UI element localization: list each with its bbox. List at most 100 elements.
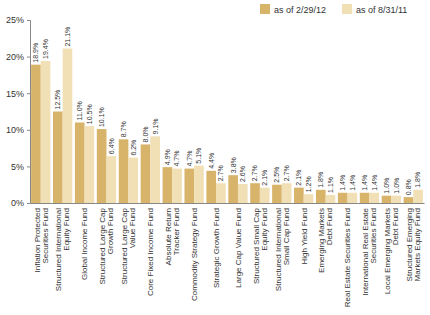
x-tick-label: Commodity Strategy Fund xyxy=(190,208,199,301)
x-tick-label: Emerging MarketsDebt Fund xyxy=(317,208,334,273)
bar xyxy=(216,183,226,203)
data-label: 6.2% xyxy=(130,140,137,156)
bar xyxy=(128,158,138,203)
y-tick-label: 20% xyxy=(6,52,24,62)
bar xyxy=(172,169,182,203)
y-tick: 15% xyxy=(6,89,30,99)
x-tick-label: Global Income Fund xyxy=(80,208,89,280)
x-tick: Structured InternationalSmall Cap Fund xyxy=(274,203,291,291)
bar xyxy=(338,193,348,203)
y-tick-label: 5% xyxy=(11,162,24,172)
data-label: 2.1% xyxy=(295,170,302,186)
data-label: 2.7% xyxy=(251,165,258,181)
bar xyxy=(106,156,116,203)
x-tick: Global Income Fund xyxy=(80,203,89,280)
data-label: 10.5% xyxy=(86,104,93,124)
y-tick-label: 0% xyxy=(11,198,24,208)
y-tick-mark xyxy=(27,93,30,94)
data-label: 18.9% xyxy=(32,43,39,63)
data-label: 12.5% xyxy=(54,90,61,110)
legend-label: as of 8/31/11 xyxy=(356,5,407,15)
x-tick: Emerging MarketsDebt Fund xyxy=(317,203,334,273)
legend-item: as of 8/31/11 xyxy=(342,4,407,15)
data-label: 2.1% xyxy=(261,170,268,186)
bar xyxy=(413,190,423,203)
y-tick: 20% xyxy=(6,52,30,62)
data-label: 4.7% xyxy=(186,151,193,167)
bar xyxy=(184,169,194,203)
bar xyxy=(194,166,204,203)
data-label: 5.1% xyxy=(195,148,202,164)
data-label: 6.4% xyxy=(108,138,115,154)
x-tick: Strategic Growth Fund xyxy=(212,203,221,288)
data-label: 8.7% xyxy=(120,121,127,137)
y-tick-mark xyxy=(27,203,30,204)
x-tick-label: Large Cap Value Fund xyxy=(234,208,243,288)
y-tick: 5% xyxy=(11,162,30,172)
x-tick-label: Absolute ReturnTracker Fund xyxy=(164,208,181,265)
data-label: 1.0% xyxy=(393,178,400,194)
x-tick-label: Real Estate Securities Fund xyxy=(343,208,352,307)
x-tick-label: High Yield Fund xyxy=(299,208,308,264)
x-tick: Structured Large CapGrowth Fund xyxy=(98,203,115,285)
data-label: 2.7% xyxy=(217,165,224,181)
data-label: 1.1% xyxy=(327,177,334,193)
bar xyxy=(382,196,392,203)
bar xyxy=(326,195,336,203)
legend-label: as of 2/29/12 xyxy=(274,5,326,15)
bar xyxy=(250,183,260,203)
legend: as of 2/29/12 as of 8/31/11 xyxy=(260,4,407,15)
bar xyxy=(316,190,326,203)
bar xyxy=(294,188,304,203)
bar xyxy=(63,49,73,203)
y-tick-label: 15% xyxy=(6,89,24,99)
bar xyxy=(391,196,401,203)
bar xyxy=(272,185,282,203)
data-label: 4.9% xyxy=(164,149,171,165)
x-tick-label: Structured InternationalSmall Cap Fund xyxy=(274,208,291,291)
x-tick: High Yield Fund xyxy=(299,203,308,264)
data-label: 1.8% xyxy=(317,172,324,188)
bar xyxy=(360,193,370,203)
data-label: 1.4% xyxy=(349,175,356,191)
data-label: 1.4% xyxy=(371,175,378,191)
data-label: 1.4% xyxy=(339,175,346,191)
bar xyxy=(282,183,292,203)
bar xyxy=(260,188,270,203)
y-tick: 10% xyxy=(6,125,30,135)
x-tick: Structured InternationalEquity Fund xyxy=(54,203,71,291)
bar xyxy=(163,167,173,203)
bar xyxy=(75,122,85,203)
data-label: 2.5% xyxy=(273,167,280,183)
data-label: 4.7% xyxy=(173,151,180,167)
x-tick-label: International Real EstateSecurities Fund xyxy=(361,207,378,295)
legend-swatch xyxy=(342,4,352,14)
bar xyxy=(141,144,151,203)
y-axis-line xyxy=(27,21,31,204)
bar xyxy=(348,193,358,203)
x-tick: Structured EmergingMarkets Equity Fund xyxy=(405,203,422,281)
x-tick-label: Structured Small CapEquity Fund xyxy=(252,207,269,284)
data-label: 2.6% xyxy=(239,166,246,182)
legend-swatch xyxy=(260,4,270,14)
y-tick-mark xyxy=(27,57,30,58)
x-tick: International Real EstateSecurities Fund xyxy=(361,203,378,296)
y-tick-label: 10% xyxy=(6,125,24,135)
x-tick: Structured Small CapEquity Fund xyxy=(252,203,269,284)
x-axis: Inflation ProtectedSecurities FundStruct… xyxy=(31,203,425,307)
y-axis: 0%5%10%15%20%25% xyxy=(6,15,31,208)
bar xyxy=(404,197,414,203)
bar xyxy=(304,194,314,203)
data-label: 4.4% xyxy=(208,153,215,169)
bar xyxy=(119,139,129,203)
bar xyxy=(31,65,41,203)
x-tick-label: Core Fixed Income Fund xyxy=(146,208,155,296)
x-tick: Real Estate Securities Fund xyxy=(343,203,352,307)
data-label: 0.8% xyxy=(405,179,412,195)
bar xyxy=(206,171,216,203)
y-tick-mark xyxy=(27,130,30,131)
x-tick-label: Structured Large CapValue Fund xyxy=(120,207,137,284)
x-tick: Core Fixed Income Fund xyxy=(146,203,155,296)
x-tick: Absolute ReturnTracker Fund xyxy=(164,203,181,265)
chart: 0%5%10%15%20%25%Inflation ProtectedSecur… xyxy=(0,0,430,315)
